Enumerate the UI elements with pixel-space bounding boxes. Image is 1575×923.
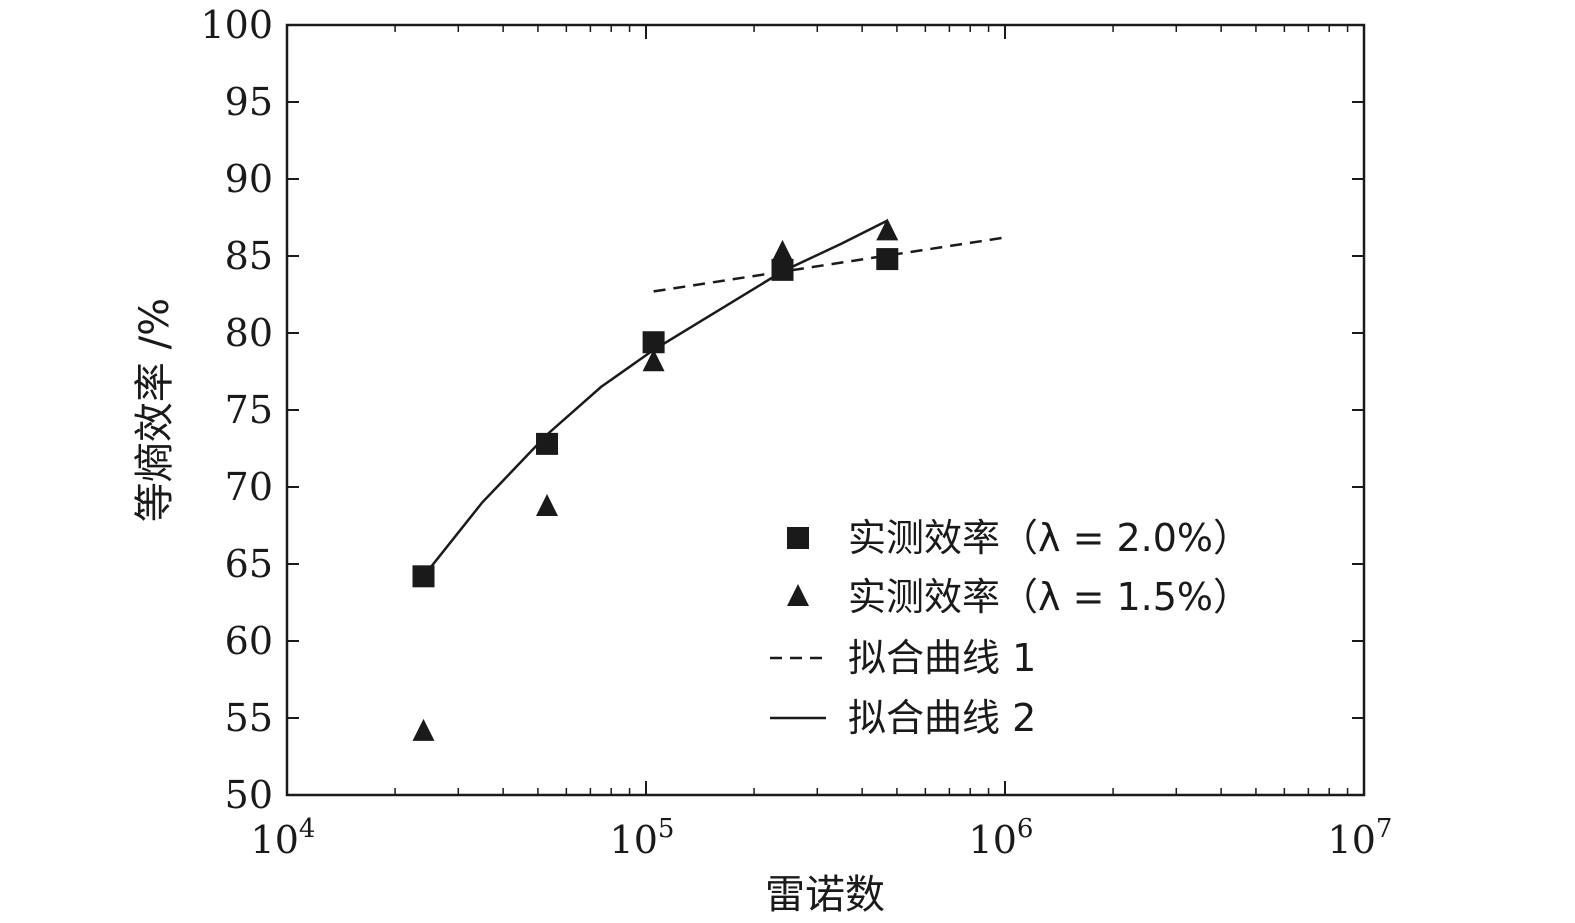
y-tick-label: 95 bbox=[225, 80, 273, 124]
x-tick-base: 10 bbox=[610, 818, 658, 862]
y-tick-label: 85 bbox=[225, 234, 273, 278]
y-tick-label: 75 bbox=[225, 388, 273, 432]
triangle-data-point bbox=[412, 718, 435, 741]
square-data-point bbox=[412, 565, 435, 588]
y-tick-label: 65 bbox=[225, 542, 273, 586]
x-tick-label: 107 bbox=[1328, 814, 1393, 862]
series-layer bbox=[412, 218, 1006, 741]
fit-curve-1-line bbox=[653, 236, 1006, 293]
legend-label: 拟合曲线 2 bbox=[848, 696, 1036, 740]
x-tick-base: 10 bbox=[251, 818, 299, 862]
x-tick-exponent: 4 bbox=[299, 814, 316, 844]
x-tick-label: 106 bbox=[969, 814, 1034, 862]
y-tick-label: 55 bbox=[225, 696, 273, 740]
triangle-data-point bbox=[771, 239, 794, 262]
x-tick-exponent: 7 bbox=[1376, 814, 1393, 844]
triangle-data-point bbox=[642, 349, 665, 372]
x-axis-title: 雷诺数 bbox=[765, 872, 885, 918]
x-tick-exponent: 6 bbox=[1017, 814, 1034, 844]
legend-label: 实测效率（λ = 2.0%） bbox=[848, 516, 1251, 560]
square-data-point bbox=[876, 248, 899, 271]
fit-curve-2-line bbox=[422, 219, 888, 578]
y-tick-label: 70 bbox=[225, 465, 273, 509]
triangle-data-point bbox=[536, 494, 559, 517]
x-tick-base: 10 bbox=[969, 818, 1017, 862]
x-tick-base: 10 bbox=[1328, 818, 1376, 862]
y-tick-label: 100 bbox=[200, 3, 273, 47]
legend-label: 拟合曲线 1 bbox=[848, 636, 1036, 680]
y-tick-label: 90 bbox=[225, 157, 273, 201]
x-tick-exponent: 5 bbox=[658, 814, 675, 844]
legend: 实测效率（λ = 2.0%） 实测效率（λ = 1.5%） 拟合曲线 1 拟合曲线 2 bbox=[770, 516, 1251, 740]
square-data-point bbox=[642, 331, 665, 354]
x-tick-label: 105 bbox=[610, 814, 675, 862]
y-axis-title: 等熵效率 /% bbox=[132, 298, 178, 522]
legend-marker-triangle bbox=[787, 584, 809, 606]
y-tick-label: 80 bbox=[225, 311, 273, 355]
plot-frame bbox=[285, 23, 1366, 797]
y-tick-label: 50 bbox=[225, 773, 273, 817]
triangle-data-point bbox=[876, 218, 899, 241]
square-data-point bbox=[536, 432, 559, 455]
square-data-point bbox=[771, 258, 794, 281]
y-tick-label: 60 bbox=[225, 619, 273, 663]
legend-marker-square bbox=[787, 527, 809, 549]
legend-label: 实测效率（λ = 1.5%） bbox=[848, 575, 1251, 619]
x-tick-label: 104 bbox=[251, 814, 316, 862]
